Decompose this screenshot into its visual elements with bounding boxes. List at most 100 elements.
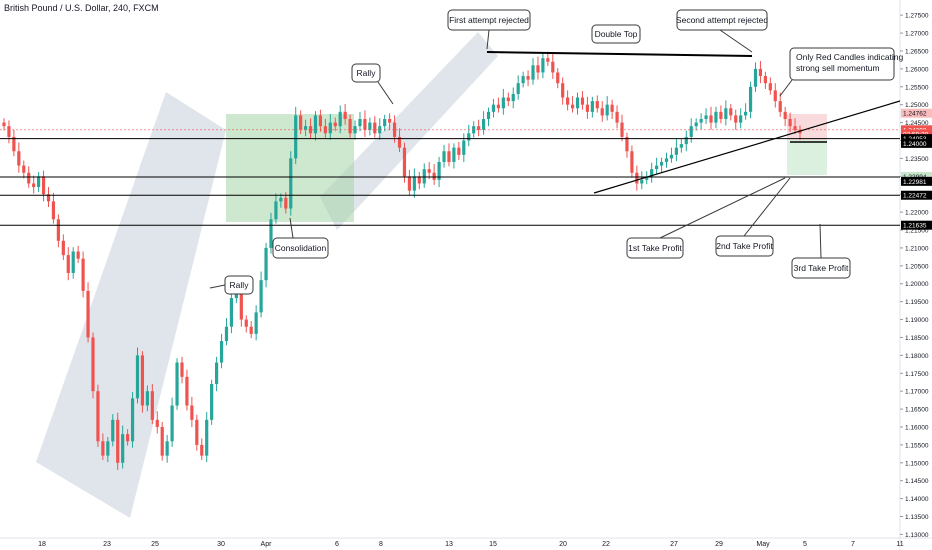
candle-body <box>358 119 362 127</box>
price-tag: 1.21635 <box>901 220 932 230</box>
y-tick-label: 1.18500 <box>905 335 929 342</box>
candle-body <box>388 119 392 123</box>
candle-body <box>506 97 510 102</box>
candle-body <box>595 101 599 109</box>
price-tag: 1.22981 <box>901 176 932 186</box>
candle-body <box>551 61 555 73</box>
candle-body <box>704 115 708 120</box>
y-tick-label: 1.27500 <box>905 13 929 20</box>
candle-body <box>768 83 772 91</box>
candle-body <box>694 122 698 127</box>
y-tick-label: 1.13000 <box>905 532 929 539</box>
price-tag-bg <box>901 172 932 182</box>
candle-body <box>353 126 357 134</box>
annotation-callout[interactable]: Rally <box>351 63 394 105</box>
callout-text: Rally <box>357 68 377 78</box>
y-tick-label: 1.25000 <box>905 102 929 109</box>
candle-body <box>462 140 466 155</box>
candle-body <box>116 419 120 463</box>
y-tick-label: 1.20500 <box>905 263 929 270</box>
y-tick-label: 1.16000 <box>905 424 929 431</box>
candle-body <box>744 111 748 116</box>
y-tick-label: 1.20000 <box>905 281 929 288</box>
candle-body <box>383 119 387 127</box>
candle-body <box>719 111 723 120</box>
candle-body <box>343 111 347 120</box>
candle-body <box>679 144 683 148</box>
chart-title: British Pound / U.S. Dollar, 240, FXCM <box>4 3 159 13</box>
candle-body <box>783 111 787 120</box>
candle-body <box>313 115 318 134</box>
candle-body <box>200 444 204 456</box>
annotation-callout[interactable]: 2nd Take Profit <box>715 177 791 257</box>
candle-body <box>447 151 451 162</box>
candle-body <box>318 115 323 127</box>
candle-body <box>531 65 535 80</box>
candle-body <box>477 126 481 130</box>
candle-body <box>32 183 36 188</box>
candle-body <box>546 58 550 62</box>
candle-body <box>773 90 777 102</box>
candle-body <box>724 108 728 120</box>
candle-body <box>640 179 644 184</box>
y-tick-label: 1.14500 <box>905 478 929 485</box>
candle-body <box>610 104 614 112</box>
candle-body <box>585 104 590 112</box>
x-tick-label: 22 <box>602 541 610 548</box>
candle-body <box>486 111 491 120</box>
price-tag-bg <box>901 108 932 118</box>
candle-body <box>709 115 713 123</box>
y-tick-label: 1.19000 <box>905 317 929 324</box>
candle-body <box>135 355 140 399</box>
candle-body <box>121 434 125 463</box>
annotation-callout[interactable]: 3rd Take Profit <box>791 223 851 279</box>
candle-body <box>140 355 145 406</box>
candle-body <box>66 255 70 273</box>
annotation-callout[interactable]: First attempt rejected <box>447 9 531 50</box>
annotation-callout[interactable]: Double Top <box>591 24 641 44</box>
callout-text: First attempt rejected <box>449 15 529 25</box>
candle-body <box>368 122 372 130</box>
candle-body <box>210 384 214 420</box>
price-tag-bg <box>901 176 932 186</box>
candle-body <box>37 176 41 188</box>
annotation-callout[interactable]: Rally <box>209 275 254 295</box>
annotation-callout[interactable]: Consolidation <box>272 217 329 259</box>
candle-body <box>170 405 174 442</box>
callout-pointer <box>377 81 394 105</box>
y-tick-label: 1.26000 <box>905 66 929 73</box>
candle-body <box>501 97 505 109</box>
candle-body <box>392 122 397 137</box>
callout-text: 2nd Take Profit <box>716 241 773 251</box>
candle-body <box>205 419 209 456</box>
candle-body <box>566 97 570 105</box>
candle-body <box>684 136 688 145</box>
y-tick-label: 1.15000 <box>905 460 929 467</box>
candle-body <box>402 147 407 177</box>
annotation-callout[interactable]: Second attempt rejected <box>676 9 768 53</box>
candle-body <box>71 251 75 273</box>
callout-text: 3rd Take Profit <box>794 263 849 273</box>
candle-body <box>427 169 431 173</box>
candle-body <box>674 147 678 155</box>
candle-body <box>155 419 159 427</box>
x-tick-label: 11 <box>896 541 903 548</box>
candle-body <box>294 115 298 159</box>
callout-box <box>351 63 381 83</box>
price-tag: 1.24000 <box>901 138 932 148</box>
rally-channel-2 <box>320 32 498 230</box>
candle-body <box>659 161 664 166</box>
callout-pointer <box>779 79 793 97</box>
candle-body <box>259 280 263 313</box>
candle-body <box>145 391 149 406</box>
candle-body <box>625 136 629 152</box>
x-tick-label: 6 <box>335 541 339 548</box>
candle-body <box>734 115 738 123</box>
y-tick-label: 1.14000 <box>905 496 929 503</box>
y-tick-label: 1.26500 <box>905 48 929 55</box>
candle-body <box>635 172 639 184</box>
annotation-callout[interactable]: 1st Take Profit <box>626 177 786 259</box>
